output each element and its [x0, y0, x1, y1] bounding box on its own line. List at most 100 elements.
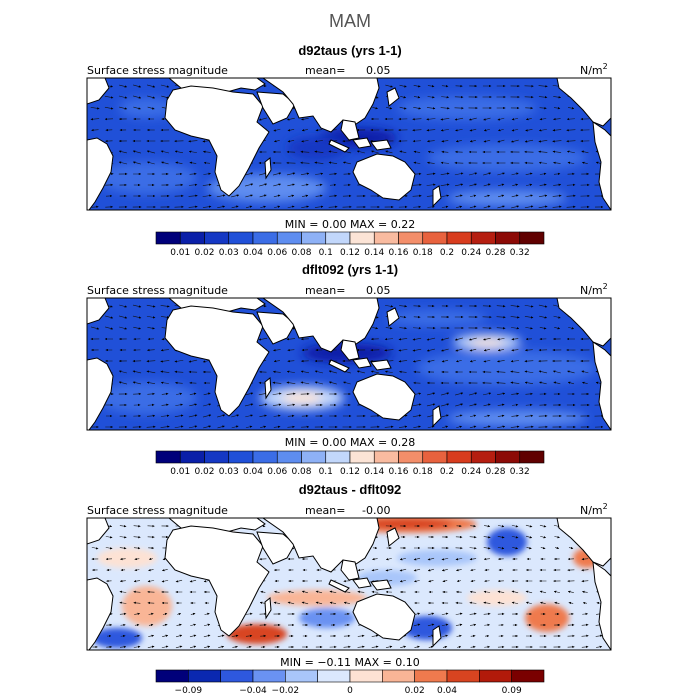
wind-vector: [441, 348, 449, 352]
wind-vector: [146, 84, 156, 88]
wind-vector: [553, 315, 561, 319]
wind-vector: [188, 150, 197, 153]
wind-vector: [456, 205, 463, 209]
wind-vector: [133, 524, 141, 528]
wind-vector: [105, 536, 113, 539]
wind-vector: [469, 414, 477, 418]
wind-vector: [426, 348, 435, 352]
wind-vector: [426, 172, 436, 175]
wind-vector: [469, 403, 477, 407]
wind-vector: [300, 381, 310, 385]
colorbar-tick-label: 0.14: [364, 467, 384, 477]
wind-vector: [525, 348, 533, 352]
panel-2-title: dflt092 (yrs 1-1): [302, 262, 398, 277]
wind-vector: [440, 392, 450, 396]
season-title: MAM: [329, 11, 371, 31]
wind-vector: [497, 536, 505, 539]
wind-vector: [552, 140, 562, 143]
wind-vector: [203, 425, 212, 429]
wind-vector: [567, 590, 574, 594]
wind-vector: [413, 623, 421, 627]
wind-vector: [511, 128, 519, 132]
wind-vector: [568, 326, 575, 330]
colorbar-box: [228, 450, 254, 464]
wind-vector: [412, 337, 422, 341]
wind-vector: [538, 205, 548, 208]
colorbar-box: [414, 669, 448, 683]
wind-vector: [399, 579, 406, 583]
wind-vector: [582, 612, 588, 616]
wind-vector: [371, 590, 379, 594]
colorbar-box: [373, 231, 399, 245]
wind-vector: [146, 381, 156, 385]
wind-vector: [119, 645, 127, 649]
colorbar-box: [179, 231, 205, 245]
colorbar-tick-label: 0.32: [510, 467, 530, 477]
wind-vector: [539, 326, 547, 330]
wind-vector: [119, 546, 127, 550]
colorbar-tick-label: 0.12: [340, 467, 360, 477]
wind-vector: [246, 645, 252, 649]
wind-vector: [427, 84, 435, 88]
wind-vector: [510, 360, 520, 363]
wind-vector: [134, 568, 140, 572]
wind-vector: [188, 414, 198, 418]
colorbar-box: [325, 450, 351, 464]
wind-vector: [274, 590, 280, 594]
wind-vector: [442, 634, 448, 638]
wind-vector: [511, 139, 519, 143]
wind-vector: [582, 590, 588, 594]
wind-vector: [413, 106, 421, 110]
wind-vector: [483, 128, 490, 132]
wind-vector: [160, 381, 169, 384]
wind-vector: [441, 359, 449, 363]
wind-vector: [552, 194, 562, 197]
wind-vector: [357, 568, 365, 572]
wind-vector: [177, 612, 182, 616]
colorbar-box: [285, 669, 318, 683]
panel-1-colorbar: 0.01 0.02 0.03 0.04 0.06 0.08 0.1 0.12 0.14 0.16 0…: [155, 231, 545, 258]
colorbar-box: [179, 450, 205, 464]
wind-vector: [160, 316, 170, 319]
wind-vector: [483, 337, 491, 341]
colorbar-box: [276, 231, 302, 245]
wind-vector: [190, 623, 196, 627]
wind-vector: [119, 535, 127, 539]
wind-vector: [174, 414, 184, 418]
wind-vector: [147, 348, 155, 352]
wind-vector: [162, 623, 168, 627]
wind-vector: [118, 95, 128, 99]
colorbar-tick-label: 0.32: [510, 248, 530, 258]
panel-3-mean-value: -0.00: [362, 504, 390, 517]
wind-vector: [105, 326, 114, 330]
panel-3-colorbar: −0.09 −0.04 −0.02 0 0.02 0.04 0.09: [155, 669, 545, 696]
colorbar-box: [349, 231, 375, 245]
wind-vector: [581, 150, 589, 154]
wind-vector: [524, 205, 534, 209]
colorbar-tick-label: 0.16: [388, 248, 408, 258]
colorbar-box: [252, 669, 286, 683]
wind-vector: [119, 612, 127, 616]
wind-vector: [525, 117, 532, 121]
colorbar-box: [204, 450, 230, 464]
wind-vector: [329, 601, 337, 604]
colorbar-tick-label: 0.24: [461, 467, 481, 477]
wind-vector: [581, 557, 589, 561]
wind-vector: [161, 645, 169, 649]
wind-vector: [441, 414, 449, 418]
wind-vector: [343, 161, 351, 165]
wind-vector: [581, 370, 589, 374]
wind-vector: [568, 601, 574, 605]
wind-vector: [147, 161, 155, 165]
wind-vector: [442, 425, 449, 429]
wind-vector: [384, 337, 394, 341]
wind-vector: [134, 623, 140, 627]
wind-vector: [441, 194, 450, 197]
wind-vector: [567, 381, 575, 385]
wind-vector: [372, 106, 378, 110]
wind-vector: [384, 349, 394, 352]
colorbar-tick-label: −0.04: [239, 686, 267, 696]
wind-vector: [371, 634, 379, 637]
wind-vector: [413, 150, 421, 153]
colorbar-tick-label: 0.06: [267, 467, 287, 477]
